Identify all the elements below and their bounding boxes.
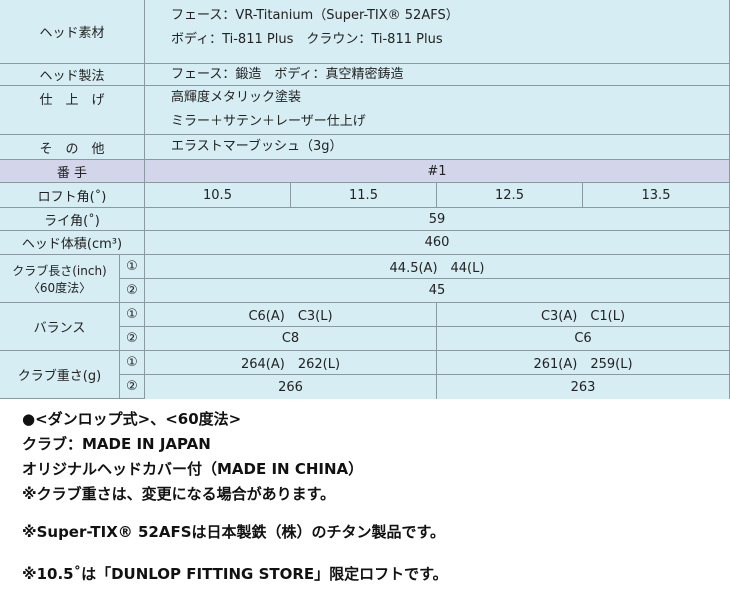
note: ※10.5˚は「DUNLOP FITTING STORE」限定ロフトです。: [22, 565, 448, 583]
balance-label: バランス: [0, 303, 120, 351]
loft-value: 13.5: [583, 183, 730, 208]
note: ※Super-TIX® 52AFSは日本製鉄（株）のチタン製品です。: [22, 523, 446, 541]
text: フェース：鍛造 ボディ：真空精密鋳造: [171, 66, 404, 82]
note: クラブ：MADE IN JAPAN: [22, 435, 211, 453]
text: ミラー＋サテン＋レーザー仕上げ: [171, 114, 366, 129]
loft-value: 12.5: [437, 183, 583, 208]
other-label: そ の 他: [0, 135, 145, 160]
number-label: 番 手: [0, 160, 145, 183]
balance-value: C3(A) C1(L): [437, 303, 730, 327]
text: 〈60度法〉: [27, 280, 92, 295]
balance-value: C6(A) C3(L): [145, 303, 437, 327]
lie-label: ライ角(˚): [0, 208, 145, 231]
loft-label: ロフト角(˚): [0, 183, 145, 208]
head-method-label: ヘッド製法: [0, 64, 145, 86]
mark-1: ①: [120, 303, 145, 327]
text: フェース：VR-Titanium（Super-TIX® 52AFS）: [171, 8, 459, 23]
head-material-value: フェース：VR-Titanium（Super-TIX® 52AFS） ボディ：Ti…: [145, 0, 730, 64]
balance-value: C6: [437, 327, 730, 351]
balance-value: C8: [145, 327, 437, 351]
lie-value: 59: [145, 208, 730, 231]
mark-1: ①: [120, 255, 145, 279]
note: ●<ダンロップ式>、<60度法>: [22, 410, 242, 428]
finish-label: 仕 上 げ: [0, 86, 145, 135]
loft-value: 10.5: [145, 183, 291, 208]
finish-value: 高輝度メタリック塗装ミラー＋サテン＋レーザー仕上げ: [145, 86, 730, 135]
other-value: エラストマーブッシュ（3g）: [145, 135, 730, 160]
note: オリジナルヘッドカバー付（MADE IN CHINA）: [22, 460, 364, 478]
volume-value: 460: [145, 231, 730, 255]
length-value-2: 45: [145, 279, 730, 303]
head-method-value: フェース：鍛造 ボディ：真空精密鋳造: [145, 64, 730, 86]
mark-2: ②: [120, 375, 145, 399]
weight-value: 266: [145, 375, 437, 399]
text: エラストマーブッシュ（3g）: [171, 139, 343, 154]
mark-1: ①: [120, 351, 145, 375]
length-label: クラブ長さ(inch) 〈60度法〉: [0, 255, 120, 303]
volume-label: ヘッド体積(cm³): [0, 231, 145, 255]
mark-2: ②: [120, 279, 145, 303]
text: 高輝度メタリック塗装: [171, 90, 302, 105]
text: ボディ：Ti-811 Plus クラウン：Ti-811 Plus: [171, 32, 443, 47]
number-value: #1: [145, 160, 730, 183]
weight-value: 263: [437, 375, 730, 399]
length-value-1: 44.5(A) 44(L): [145, 255, 730, 279]
mark-2: ②: [120, 327, 145, 351]
loft-value: 11.5: [291, 183, 437, 208]
weight-value: 261(A) 259(L): [437, 351, 730, 375]
note: ※クラブ重さは、変更になる場合があります。: [22, 485, 336, 503]
text: クラブ長さ(inch): [12, 263, 107, 278]
head-material-label: ヘッド素材: [0, 0, 145, 64]
weight-value: 264(A) 262(L): [145, 351, 437, 375]
weight-label: クラブ重さ(g): [0, 351, 120, 399]
